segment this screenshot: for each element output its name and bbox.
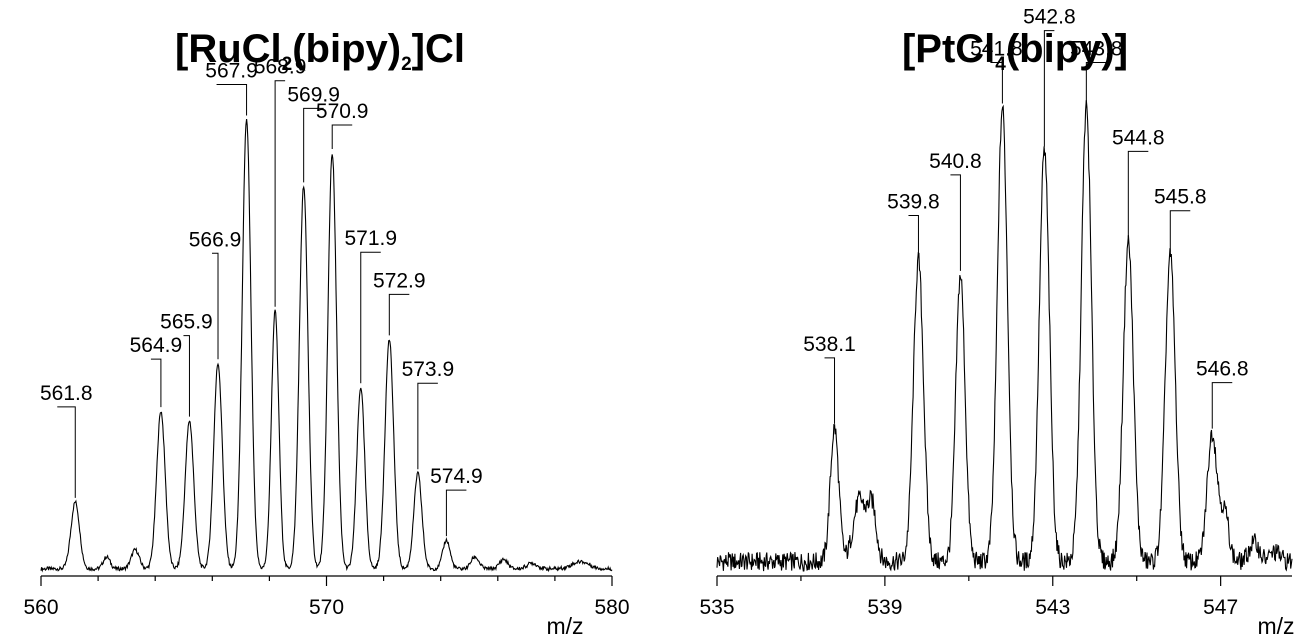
panel-ruthenium-peak-leader [183,335,190,417]
panel-ruthenium-peak-leader [274,80,286,307]
panel-ruthenium-peak-label-text: 566.9 [189,228,242,251]
panel-platinum-peak-label-5: 541.8 [970,38,1023,104]
panel-platinum-tick-label: 547 [1203,596,1238,619]
panel-platinum-tick-label: 543 [1035,596,1070,619]
panel-platinum-peak-label-0: 538.1 [803,333,856,424]
panel-platinum-peak-label-7: 543.8 [1070,38,1123,104]
panel-ruthenium-peak-label-5: 566.9 [189,228,242,360]
panel-platinum-peak-label-text: 541.8 [970,38,1023,61]
panel-ruthenium-peak-label-9: 570.9 [316,100,369,149]
panel-platinum-peak-leader [1169,210,1191,252]
panel-ruthenium-peak-leader [331,124,353,149]
panel-ruthenium-peak-label-10: 571.9 [344,227,397,384]
panel-platinum-peak-leader [1127,150,1149,238]
panel-platinum-ticks: 535 539 543 547 [699,576,1238,619]
panel-ruthenium-peak-label-text: 574.9 [430,465,483,488]
panel-ruthenium-peak-label-12: 573.9 [402,358,455,470]
panel-platinum-peak-label-8: 544.8 [1112,126,1165,238]
panel-platinum-peak-leader [908,215,919,257]
panel-platinum-peak-leader [990,62,1003,104]
panel-ruthenium-peak-leader [388,293,410,336]
panel-platinum-peak-label-9: 545.8 [1154,186,1207,252]
panel-ruthenium-title-part: ]Cl [412,27,465,71]
panel-platinum-peak-label-4: 540.8 [929,150,982,271]
panel-ruthenium-title-part: [RuCl [175,27,282,71]
panel-ruthenium-title-part: (bipy) [292,27,401,71]
panel-ruthenium-tick-label: 580 [594,596,629,619]
panel-platinum-peak-label-text: 545.8 [1154,186,1207,209]
panel-ruthenium-peak-leader [360,251,381,384]
panel-platinum-title: [PtCl4(bipy)] [902,27,1128,75]
panel-ruthenium-tick-label: 570 [309,596,344,619]
panel-platinum-peak-label-text: 544.8 [1112,126,1165,149]
panel-ruthenium-peak-leader [417,382,438,470]
panel-ruthenium-peak-label-text: 570.9 [316,100,369,123]
panel-platinum-title-part: (bipy)] [1006,27,1128,71]
panel-ruthenium-peak-label-text: 565.9 [160,311,213,334]
panel-platinum: [PtCl4(bipy)] 538.1539.8540.8541.8542.85… [699,6,1294,639]
panel-platinum-x-axis-title: m/z [1257,613,1294,639]
panel-ruthenium-peak-label-text: 567.9 [205,60,258,83]
panel-ruthenium-peak-label-text: 573.9 [402,358,455,381]
panel-platinum-peak-label-text: 539.8 [887,191,940,214]
panel-ruthenium-title-sub: 2 [282,54,293,75]
panel-platinum-peak-leader [1211,382,1233,429]
panel-ruthenium-tick-label: 560 [23,596,58,619]
panel-ruthenium-peak-label-text: 571.9 [344,227,397,250]
panel-ruthenium-peak-leader [212,252,219,360]
panel-ruthenium-ticks: 560 570 580 [23,576,630,619]
panel-ruthenium-peak-leader [445,489,467,537]
panel-ruthenium-peak-label-8: 569.9 [287,83,340,183]
panel-platinum-peak-leader [1043,30,1055,147]
panel-ruthenium-peak-label-6: 567.9 [205,60,258,116]
panel-ruthenium-peak-leader [57,406,76,498]
panel-ruthenium-peak-label-text: 572.9 [373,269,426,292]
panel-ruthenium-peak-label-13: 574.9 [430,465,483,537]
panel-platinum-peak-label-6: 542.8 [1023,6,1076,147]
panel-ruthenium-peak-label-text: 564.9 [130,334,183,357]
panel-platinum-peak-label-text: 546.8 [1196,358,1249,381]
panel-platinum-peak-label-text: 542.8 [1023,6,1076,29]
panel-ruthenium-peak-label-0: 561.8 [40,382,93,498]
panel-ruthenium-peak-label-text: 568.9 [254,56,307,79]
panel-platinum-peak-label-text: 540.8 [929,150,982,173]
panel-platinum-peak-leader [950,174,961,271]
panel-platinum-title-part: [PtCl [902,27,995,71]
panel-platinum-peak-label-3: 539.8 [887,191,940,257]
panel-ruthenium-peak-leader [150,358,162,408]
panel-platinum-peak-leader [824,357,836,424]
panel-platinum-tick-label: 539 [867,596,902,619]
panel-ruthenium-peak-leader [216,84,248,116]
panel-platinum-peak-label-text: 543.8 [1070,38,1123,61]
panel-platinum-peak-label-text: 538.1 [803,333,856,356]
panel-ruthenium-x-axis-title: m/z [546,613,583,639]
panel-ruthenium-title: [RuCl2(bipy)2]Cl [175,27,465,75]
panel-ruthenium-peak-label-4: 565.9 [160,311,213,417]
panel-ruthenium-peak-label-text: 569.9 [287,83,340,106]
panel-ruthenium-title-sub: 2 [401,54,412,75]
panel-ruthenium-peak-label-7: 568.9 [254,56,307,307]
panel-platinum-peak-label-10: 546.8 [1196,358,1249,429]
panel-platinum-tick-label: 535 [699,596,734,619]
panel-ruthenium: [RuCl2(bipy)2]Cl 561.8564.9565.9566.9567… [23,27,629,639]
panel-ruthenium-spectrum-line [40,119,613,573]
panel-ruthenium-peak-label-3: 564.9 [130,334,183,408]
panel-ruthenium-peak-leader [303,107,324,183]
panel-platinum-peak-leader [1085,62,1107,104]
panel-platinum-title-sub: 4 [995,54,1006,75]
panel-platinum-spectrum-line [716,100,1293,572]
panel-ruthenium-peak-label-text: 561.8 [40,382,93,405]
panel-ruthenium-peak-label-11: 572.9 [373,269,426,336]
